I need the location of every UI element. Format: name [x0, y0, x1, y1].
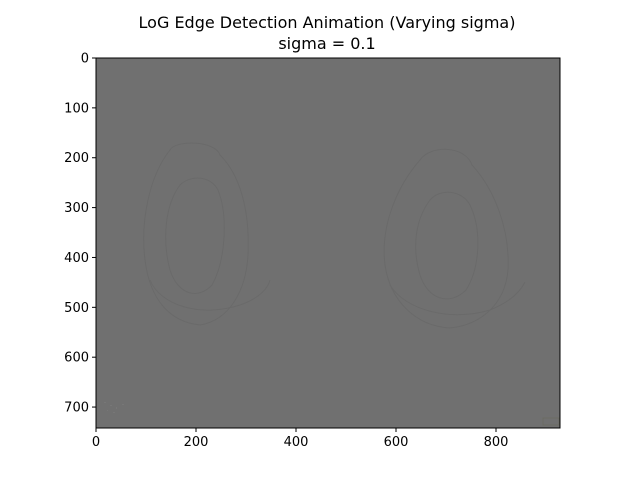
y-axis: 0 100 200 300 400 500 600 700 — [64, 52, 96, 416]
chart-title: LoG Edge Detection Animation (Varying si… — [139, 13, 516, 32]
edge-contours — [143, 142, 526, 329]
axes-frame — [95, 57, 561, 429]
y-tick-label: 500 — [64, 301, 89, 316]
noise-speck — [104, 402, 106, 403]
noise-speck — [110, 405, 112, 406]
y-tick-label: 300 — [64, 201, 89, 216]
right-figure-base-edge — [389, 281, 526, 316]
y-tick-label: 600 — [64, 351, 89, 366]
noise-speck — [107, 410, 108, 411]
chart-subtitle: sigma = 0.1 — [278, 34, 375, 53]
corner-artifact — [542, 417, 560, 426]
left-figure-base-edge — [149, 279, 271, 311]
noise-speck — [122, 404, 124, 405]
right-figure-inner-edge — [415, 191, 479, 300]
x-tick-label: 800 — [484, 435, 509, 450]
x-tick-label: 400 — [284, 435, 309, 450]
x-tick-label: 200 — [184, 435, 209, 450]
right-figure-edge — [383, 148, 509, 329]
log-edge-image — [95, 57, 561, 429]
noise-speck — [113, 412, 115, 413]
y-tick-label: 200 — [64, 151, 89, 166]
y-tick-label: 400 — [64, 251, 89, 266]
y-tick-label: 700 — [64, 401, 89, 416]
x-tick-label: 0 — [92, 435, 100, 450]
left-figure-inner-edge — [165, 177, 225, 294]
x-axis: 0 200 400 600 800 — [92, 428, 509, 450]
noise-speck — [116, 407, 117, 409]
image-background — [96, 58, 560, 428]
y-tick-label: 100 — [64, 101, 89, 116]
x-tick-label: 600 — [384, 435, 409, 450]
y-tick-label: 0 — [81, 52, 89, 67]
corner-noise — [104, 402, 124, 413]
